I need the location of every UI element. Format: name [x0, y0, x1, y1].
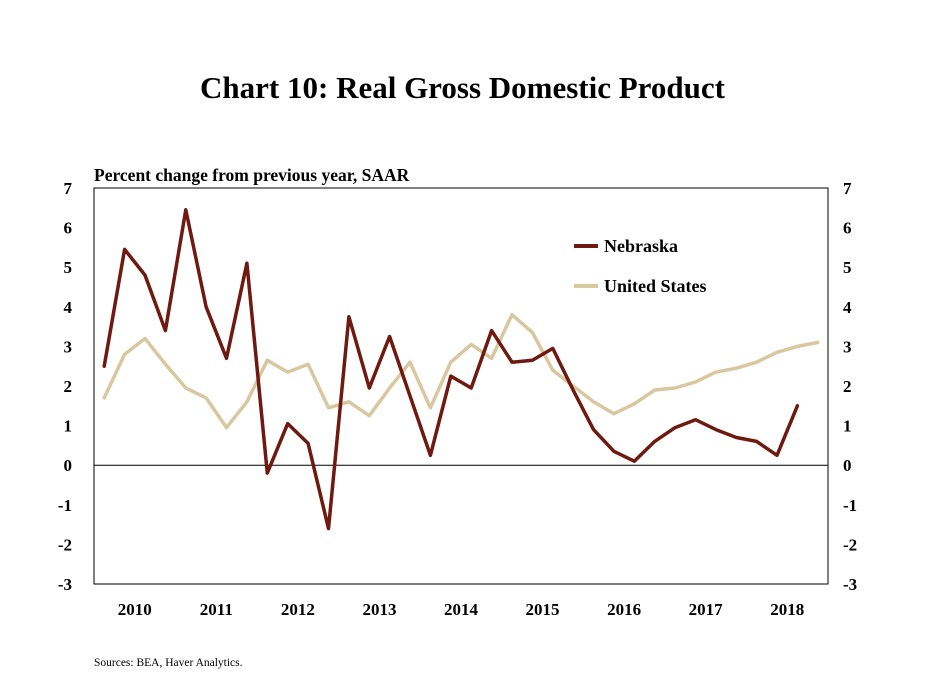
y-tick-label-left: 2 [64, 377, 73, 396]
series-line-nebraska [102, 208, 800, 531]
y-tick-label-left: 5 [64, 258, 73, 277]
x-tick-label: 2017 [689, 600, 724, 619]
legend-label-united-states: United States [604, 276, 707, 296]
y-tick-label-right: -1 [843, 496, 857, 515]
plot-frame [93, 187, 829, 585]
y-tick-label-right: 6 [843, 219, 852, 238]
y-tick-label-left: -1 [58, 496, 72, 515]
chart-title: Chart 10: Real Gross Domestic Product [200, 70, 725, 105]
y-tick-label-left: 6 [64, 219, 73, 238]
y-tick-label-left: 3 [64, 337, 73, 356]
x-tick-label: 2013 [362, 600, 396, 619]
x-tick-label: 2011 [200, 600, 233, 619]
y-tick-label-right: 4 [843, 298, 852, 317]
x-ticks: 2010 2011 2012 2013 2014 2015 2016 2017 2018 [118, 600, 804, 619]
left-ticks: 7 6 5 4 3 2 1 0 -1 -2 -3 [58, 179, 73, 594]
x-tick-label: 2015 [526, 600, 560, 619]
y-tick-label-left: -2 [58, 535, 72, 554]
y-tick-label-right: 3 [843, 337, 852, 356]
y-tick-label-right: 7 [843, 179, 852, 198]
legend: Nebraska United States [574, 236, 707, 296]
series-line-united-states [102, 312, 820, 430]
y-axis-label: Percent change from previous year, SAAR [94, 165, 410, 185]
x-tick-label: 2012 [281, 600, 315, 619]
y-tick-label-left: 4 [64, 298, 73, 317]
y-tick-label-right: -3 [843, 575, 857, 594]
x-tick-label: 2014 [444, 600, 479, 619]
series-lines [102, 208, 820, 531]
y-tick-label-left: -3 [58, 575, 72, 594]
y-tick-label-right: -2 [843, 535, 857, 554]
y-tick-label-right: 0 [843, 456, 852, 475]
source-note: Sources: BEA, Haver Analytics. [94, 657, 243, 669]
y-tick-label-left: 7 [64, 179, 73, 198]
legend-label-nebraska: Nebraska [604, 236, 678, 256]
y-tick-label-right: 5 [843, 258, 852, 277]
x-tick-label: 2010 [118, 600, 152, 619]
y-tick-label-left: 0 [64, 456, 73, 475]
y-tick-label-right: 1 [843, 417, 852, 436]
y-tick-label-left: 1 [64, 417, 73, 436]
x-tick-label: 2016 [607, 600, 641, 619]
y-tick-label-right: 2 [843, 377, 852, 396]
x-tick-label: 2018 [770, 600, 804, 619]
right-ticks: 7 6 5 4 3 2 1 0 -1 -2 -3 [843, 179, 857, 594]
